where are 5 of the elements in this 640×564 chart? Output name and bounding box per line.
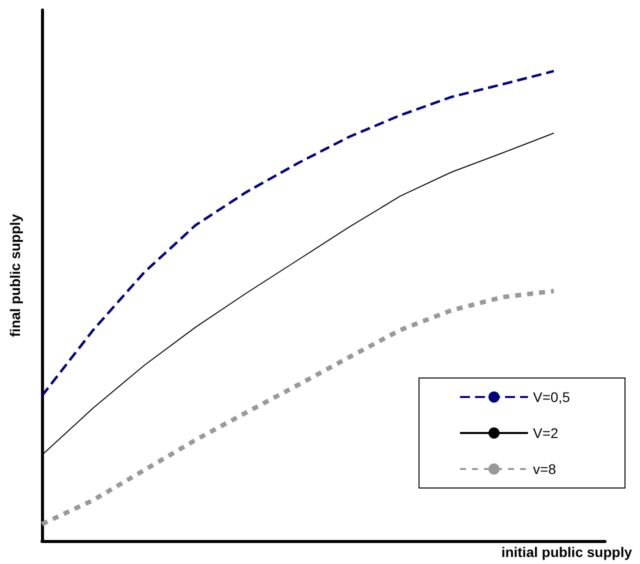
y-axis-title: final public supply	[7, 214, 23, 337]
x-axis-title: initial public supply	[501, 544, 632, 560]
legend-label: V=0,5	[533, 389, 570, 405]
legend-label: V=2	[533, 425, 559, 441]
legend-label: v=8	[533, 461, 556, 477]
